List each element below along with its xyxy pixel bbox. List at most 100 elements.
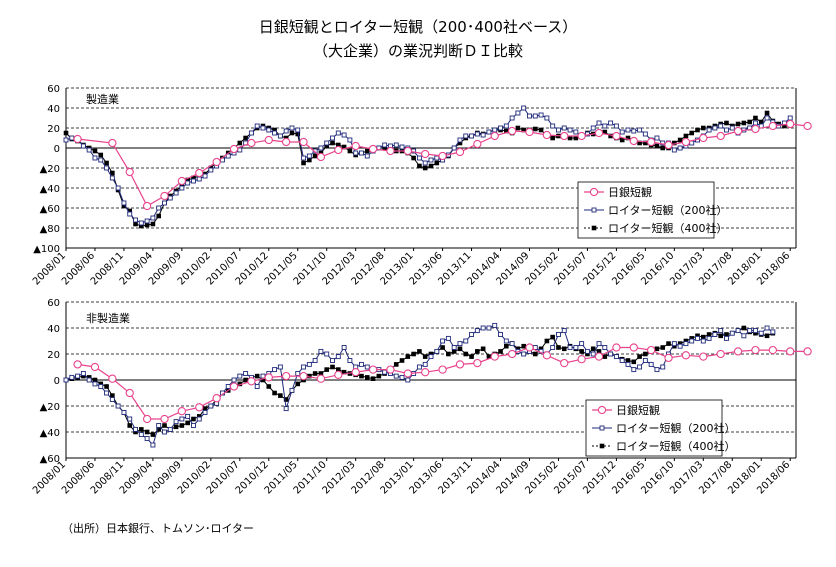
point-reuters-400 <box>666 341 671 346</box>
point-reuters-200 <box>104 165 110 171</box>
point-reuters-200 <box>457 137 463 143</box>
point-boj <box>542 351 552 360</box>
point-reuters-200 <box>92 155 98 161</box>
source-note: （出所）日本銀行、トムソン･ロイター <box>62 522 255 535</box>
y-tick-label: ▲100 <box>33 244 60 255</box>
point-boj <box>177 407 187 416</box>
point-reuters-200 <box>648 361 654 367</box>
point-reuters-400 <box>672 140 677 146</box>
point-reuters-400 <box>307 157 312 163</box>
point-reuters-200 <box>521 351 527 357</box>
point-reuters-400 <box>469 354 474 359</box>
point-reuters-200 <box>150 442 156 448</box>
point-boj <box>664 353 673 363</box>
point-boj <box>160 414 169 424</box>
point-reuters-200 <box>324 351 330 357</box>
point-reuters-400 <box>677 137 683 143</box>
point-boj <box>316 374 326 383</box>
point-reuters-200 <box>503 123 509 129</box>
point-reuters-200 <box>463 338 469 344</box>
point-boj <box>594 352 604 361</box>
point-boj <box>403 146 412 156</box>
point-reuters-400 <box>625 358 631 363</box>
point-boj <box>699 352 708 361</box>
point-boj <box>594 128 604 138</box>
point-boj <box>334 145 343 155</box>
point-reuters-200 <box>550 345 556 350</box>
point-reuters-400 <box>417 163 422 169</box>
point-reuters-200 <box>625 127 631 133</box>
point-reuters-200 <box>254 123 260 129</box>
point-reuters-200 <box>69 374 75 380</box>
point-reuters-200 <box>683 341 689 347</box>
point-reuters-400 <box>92 377 98 383</box>
point-reuters-400 <box>399 358 405 363</box>
point-reuters-200 <box>498 332 503 337</box>
point-boj <box>282 137 291 147</box>
point-reuters-200 <box>382 142 388 148</box>
point-reuters-400 <box>550 334 555 340</box>
point-reuters-200 <box>538 112 544 118</box>
point-reuters-200 <box>747 328 753 334</box>
point-reuters-200 <box>341 132 347 138</box>
point-reuters-200 <box>237 147 243 153</box>
point-reuters-400 <box>457 346 463 352</box>
point-reuters-400 <box>532 351 538 357</box>
point-boj <box>73 134 82 144</box>
point-reuters-400 <box>538 127 544 133</box>
point-reuters-400 <box>695 333 700 339</box>
point-reuters-200 <box>347 137 353 143</box>
point-reuters-400 <box>156 213 161 219</box>
point-boj <box>125 388 134 398</box>
panel-label: 製造業 <box>86 92 119 106</box>
point-reuters-400 <box>324 367 330 372</box>
point-reuters-200 <box>202 410 208 415</box>
point-reuters-200 <box>428 157 434 163</box>
point-boj <box>803 121 812 131</box>
point-reuters-200 <box>364 153 370 159</box>
point-reuters-200 <box>283 406 289 412</box>
point-boj <box>542 130 552 140</box>
point-reuters-200 <box>243 371 249 376</box>
point-boj <box>386 365 395 374</box>
point-reuters-400 <box>272 127 277 133</box>
point-boj <box>612 343 621 352</box>
point-reuters-400 <box>579 349 584 354</box>
point-reuters-400 <box>683 133 689 139</box>
point-reuters-200 <box>399 144 405 150</box>
point-reuters-400 <box>504 128 509 134</box>
point-reuters-200 <box>729 125 735 131</box>
point-reuters-200 <box>596 120 602 126</box>
point-boj <box>473 358 482 368</box>
point-reuters-200 <box>637 364 643 370</box>
point-reuters-400 <box>643 140 648 146</box>
point-reuters-200 <box>98 157 104 163</box>
point-reuters-200 <box>689 338 695 344</box>
point-reuters-200 <box>584 348 590 354</box>
point-reuters-200 <box>619 358 625 363</box>
point-reuters-400 <box>718 333 723 339</box>
point-reuters-200 <box>208 167 214 173</box>
point-reuters-200 <box>764 325 770 331</box>
point-reuters-200 <box>266 127 272 133</box>
point-boj <box>421 149 430 159</box>
point-reuters-200 <box>202 173 208 179</box>
point-reuters-400 <box>457 140 463 146</box>
point-boj <box>421 368 430 377</box>
point-boj <box>664 140 673 150</box>
legend-marker-reuters-400 <box>591 225 597 231</box>
point-reuters-200 <box>741 333 747 339</box>
point-boj <box>264 135 273 145</box>
point-reuters-400 <box>405 354 411 359</box>
point-reuters-200 <box>254 384 260 389</box>
point-reuters-400 <box>573 135 579 141</box>
point-boj <box>629 343 638 352</box>
point-reuters-200 <box>567 127 573 133</box>
point-boj <box>455 360 465 369</box>
point-reuters-200 <box>608 120 614 126</box>
point-reuters-200 <box>283 128 289 134</box>
point-reuters-200 <box>115 185 121 191</box>
point-reuters-400 <box>312 153 318 159</box>
point-reuters-200 <box>556 127 561 133</box>
point-reuters-400 <box>753 330 758 336</box>
